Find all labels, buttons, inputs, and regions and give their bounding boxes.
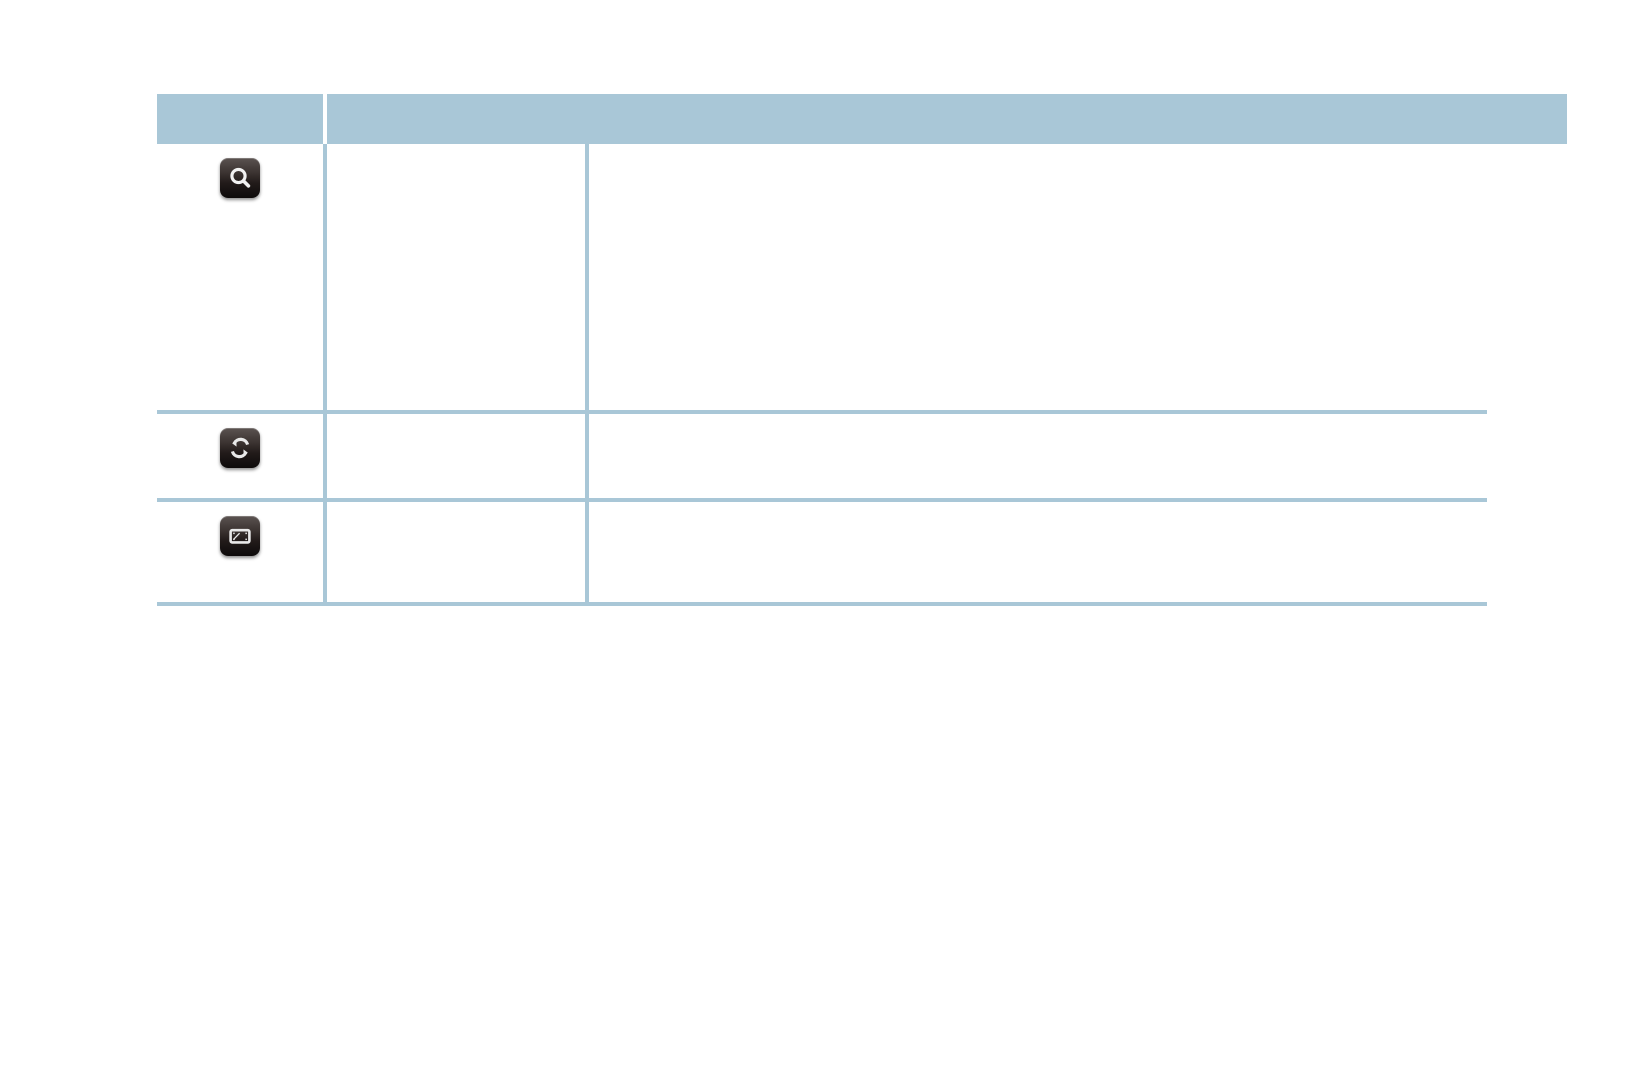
row-icon-cell — [157, 502, 323, 602]
row-divider — [157, 498, 1487, 502]
table-bottom-divider — [157, 602, 1487, 606]
row-description-cell — [585, 414, 1567, 498]
rotate-refresh-icon[interactable] — [220, 428, 260, 468]
column-header-name — [327, 94, 585, 144]
table-row — [157, 414, 1567, 498]
column-header-description — [585, 94, 1567, 144]
row-icon-cell — [157, 144, 323, 410]
row-icon-cell — [157, 414, 323, 498]
feature-table — [157, 94, 1567, 606]
row-name-cell — [323, 502, 585, 602]
table-row — [157, 502, 1567, 602]
table-header-row — [157, 94, 1567, 144]
table-row — [157, 144, 1567, 410]
row-name-cell — [323, 144, 585, 410]
screen-display-icon[interactable] — [220, 516, 260, 556]
row-divider — [157, 410, 1487, 414]
magnifier-zoom-icon[interactable] — [220, 158, 260, 198]
row-name-cell — [323, 414, 585, 498]
row-description-cell — [585, 502, 1567, 602]
column-header-icon — [157, 94, 323, 144]
row-description-cell — [585, 144, 1567, 410]
